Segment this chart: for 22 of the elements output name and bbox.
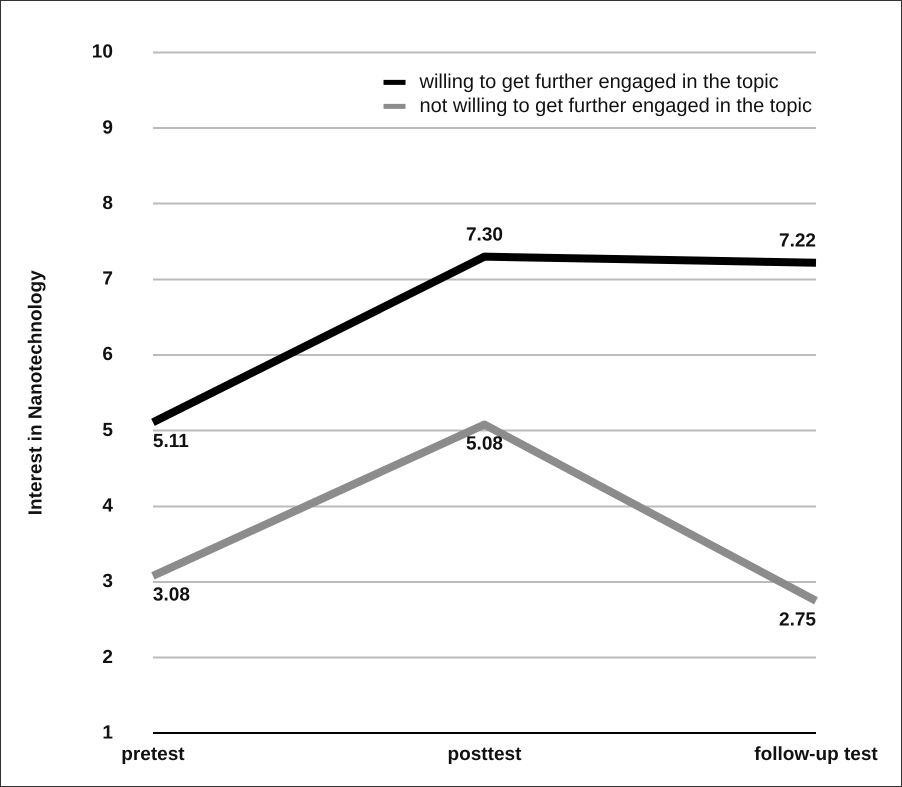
y-tick-label: 4 [102,496,114,516]
y-tick-label: 10 [92,42,113,63]
data-label: 7.30 [466,224,503,246]
legend-label: not willing to get further engaged in the topic [420,94,812,117]
data-label: 5.11 [152,431,190,452]
y-tick-label: 9 [102,117,113,138]
x-tick-label: pretest [121,744,186,765]
x-tick-label: posttest [448,744,522,765]
y-tick-label: 7 [102,268,113,290]
y-tick-label: 8 [102,192,113,214]
data-label: 3.08 [152,584,190,606]
legend-label: willing to get further engaged in the topic [418,70,779,93]
data-label: 2.75 [779,610,816,631]
y-tick-label: 3 [102,571,113,592]
y-tick-label: 6 [102,344,113,366]
x-tick-label: follow-up test [754,744,878,765]
y-tick-label: 2 [102,646,113,668]
y-tick-label: 5 [102,420,114,441]
y-axis-title: Interest in Nanotechnology [26,270,47,516]
data-label: 7.22 [779,230,816,252]
y-tick-label: 1 [102,722,114,744]
data-label: 5.08 [466,433,503,454]
